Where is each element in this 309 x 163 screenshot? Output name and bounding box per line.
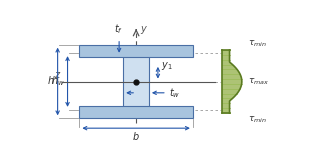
Text: $\tau_{min}$: $\tau_{min}$ bbox=[248, 38, 267, 49]
Text: z: z bbox=[54, 69, 60, 80]
Text: $\tau_{min}$: $\tau_{min}$ bbox=[248, 114, 267, 125]
Text: h: h bbox=[48, 76, 54, 87]
Bar bbox=[79, 45, 193, 57]
Text: $t_f$: $t_f$ bbox=[114, 22, 123, 36]
Text: $t_w$: $t_w$ bbox=[169, 86, 180, 100]
Text: b: b bbox=[133, 132, 139, 142]
Bar bbox=[79, 106, 193, 118]
Polygon shape bbox=[222, 50, 242, 113]
Bar bbox=[123, 53, 149, 110]
Text: y: y bbox=[140, 24, 146, 34]
Text: $y_1$: $y_1$ bbox=[161, 60, 172, 72]
Text: $h_w$: $h_w$ bbox=[51, 75, 65, 88]
Text: $\tau_{max}$: $\tau_{max}$ bbox=[248, 76, 269, 87]
